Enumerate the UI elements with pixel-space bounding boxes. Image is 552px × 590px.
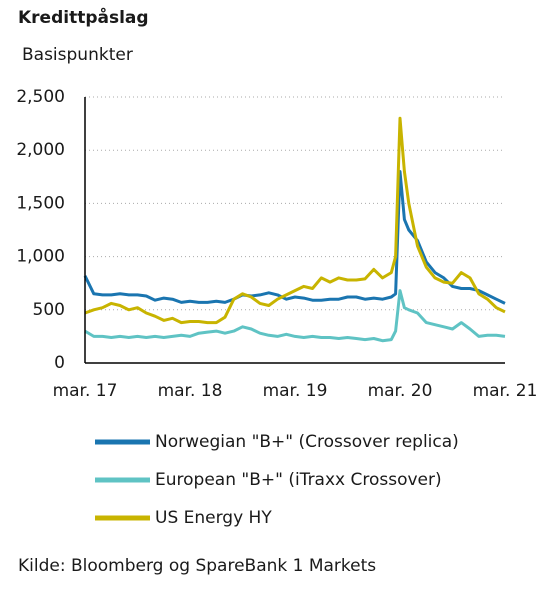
y-tick-label: 1,500 [16, 193, 65, 213]
x-tick-label: mar. 21 [473, 381, 538, 401]
x-tick-label: mar. 17 [53, 381, 118, 401]
y-tick-label: 2,000 [16, 140, 65, 160]
legend-label: US Energy HY [155, 508, 272, 528]
x-tick-label: mar. 19 [263, 381, 328, 401]
y-tick-label: 1,000 [16, 247, 65, 267]
x-tick-label: mar. 20 [368, 381, 433, 401]
data-line [84, 289, 506, 343]
chart-title: Kredittpåslag [18, 6, 149, 28]
y-tick-label: 500 [33, 300, 65, 320]
data-line [84, 116, 506, 325]
legend-label: European "B+" (iTraxx Crossover) [155, 470, 442, 490]
legend-label: Norwegian "B+" (Crossover replica) [155, 432, 459, 452]
x-tick-label: mar. 18 [158, 381, 223, 401]
data-line [83, 170, 506, 305]
source-note: Kilde: Bloomberg og SpareBank 1 Markets [18, 556, 376, 576]
y-axis-label: Basispunkter [22, 45, 133, 65]
y-tick-label: 2,500 [16, 87, 65, 107]
y-tick-label: 0 [54, 353, 65, 373]
